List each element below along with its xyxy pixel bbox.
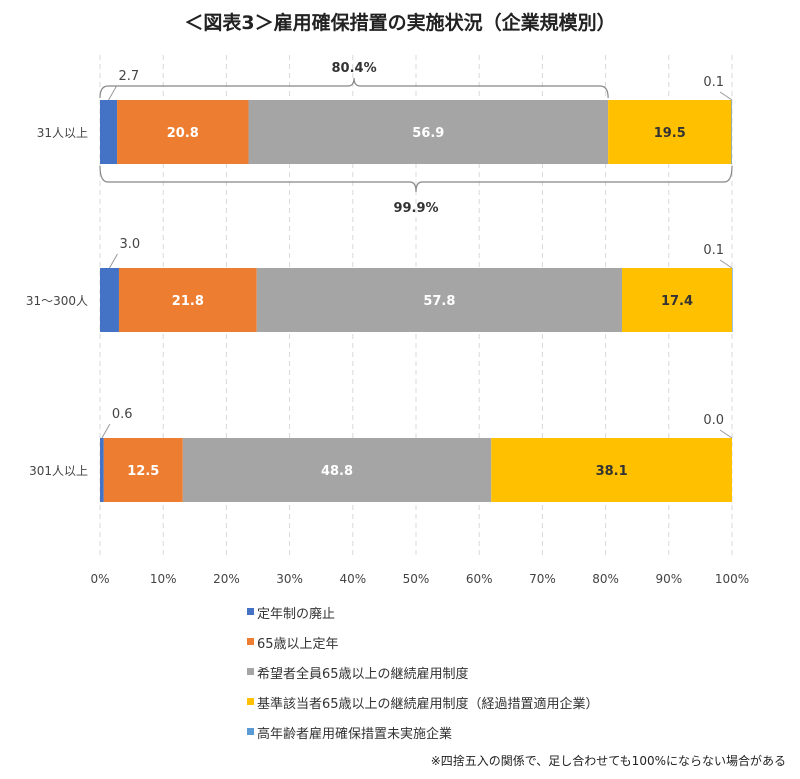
bar-segment <box>608 100 732 164</box>
legend-item: 希望者全員65歳以上の継続雇用制度 <box>247 663 599 693</box>
category-label: 31人以上 <box>37 126 88 140</box>
data-label: 0.1 <box>703 243 724 258</box>
bar-segment <box>491 438 732 502</box>
legend-swatch <box>247 698 254 705</box>
leader-line <box>101 423 111 439</box>
x-tick-label: 70% <box>529 572 556 586</box>
legend-label: 65歳以上定年 <box>257 637 339 652</box>
bar-segment <box>731 100 732 164</box>
data-label: 48.8 <box>321 464 353 479</box>
leader-line <box>719 259 733 269</box>
x-tick-label: 0% <box>90 572 109 586</box>
data-label: 57.8 <box>423 294 455 309</box>
legend-swatch <box>247 608 254 615</box>
x-tick-label: 50% <box>403 572 430 586</box>
data-label: 12.5 <box>127 464 159 479</box>
data-label: 56.9 <box>412 126 444 141</box>
chart-title: ＜図表3＞雇用確保措置の実施状況（企業規模別） <box>184 12 616 34</box>
x-tick-label: 40% <box>339 572 366 586</box>
bracket <box>99 77 609 99</box>
data-label: 38.1 <box>596 464 628 479</box>
stacked-bar-chart: 0% 10% 20% 30% 40% 50% 60% 70% 80% 90% 100% 31人以上 31… <box>26 55 749 586</box>
legend-swatch <box>247 668 254 675</box>
x-tick-label: 90% <box>655 572 682 586</box>
legend-swatch <box>247 638 254 645</box>
bar-segment <box>248 100 609 164</box>
bar-segment <box>622 268 732 332</box>
leader-line <box>719 429 733 439</box>
data-label: 17.4 <box>661 294 693 309</box>
bar-segment <box>100 438 104 502</box>
x-tick-label: 30% <box>276 572 303 586</box>
category-label: 31～300人 <box>26 294 88 308</box>
data-label: 20.8 <box>167 126 199 141</box>
legend: 定年制の廃止 65歳以上定年希望者全員65歳以上の継続雇用制度基準該当者65歳以上… <box>247 603 599 753</box>
legend-item: 高年齢者雇用確保措置未実施企業 <box>247 723 599 753</box>
legend-item: 65歳以上定年 <box>247 633 599 663</box>
bar-segment <box>256 268 623 332</box>
legend-label: 高年齢者雇用確保措置未実施企業 <box>257 727 453 742</box>
leader-line <box>108 85 117 101</box>
data-label: 3.0 <box>119 237 140 252</box>
legend-swatch <box>247 728 254 735</box>
legend-item: 基準該当者65歳以上の継続雇用制度（経過措置適用企業） <box>247 693 599 723</box>
x-tick-label: 20% <box>213 572 240 586</box>
bar-segment <box>182 438 492 502</box>
leader-line <box>109 253 118 269</box>
bracket-label: 99.9% <box>393 201 438 216</box>
footnote: ※四捨五入の関係で、足し合わせても100%にならない場合がある <box>430 754 786 768</box>
bar-segment <box>100 268 119 332</box>
bracket-label: 80.4% <box>332 61 377 76</box>
category-label: 301人以上 <box>29 464 88 478</box>
legend-item: 定年制の廃止 <box>247 603 599 633</box>
bar-segment <box>732 268 733 332</box>
x-tick-label: 100% <box>715 572 749 586</box>
bar-segment <box>100 100 118 164</box>
legend-label: 希望者全員65歳以上の継続雇用制度 <box>257 667 469 682</box>
data-label: 0.1 <box>703 75 724 90</box>
leader-line <box>719 91 733 101</box>
data-label: 19.5 <box>654 126 686 141</box>
bracket <box>99 165 733 193</box>
bar-segment <box>117 100 249 164</box>
bar-segment <box>118 268 257 332</box>
legend-label: 基準該当者65歳以上の継続雇用制度（経過措置適用企業） <box>257 697 599 712</box>
legend-label: 定年制の廃止 <box>257 607 336 622</box>
data-label: 2.7 <box>119 69 140 84</box>
data-label: 0.0 <box>703 413 724 428</box>
x-tick-label: 10% <box>150 572 177 586</box>
data-label: 0.6 <box>112 407 133 422</box>
x-tick-label: 80% <box>592 572 619 586</box>
data-label: 21.8 <box>172 294 204 309</box>
bar-segment <box>103 438 183 502</box>
x-tick-label: 60% <box>466 572 493 586</box>
